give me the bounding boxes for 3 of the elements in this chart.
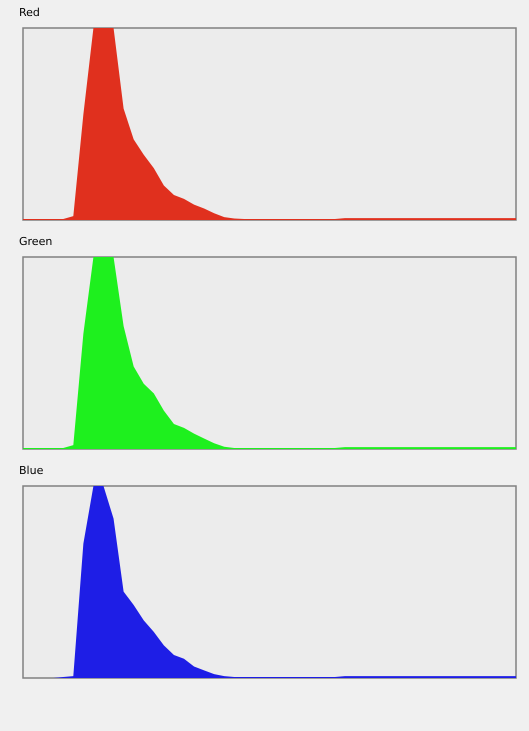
- chart-title: Red: [19, 6, 40, 19]
- chart-title: Green: [19, 235, 52, 248]
- chart-title: Blue: [19, 464, 44, 477]
